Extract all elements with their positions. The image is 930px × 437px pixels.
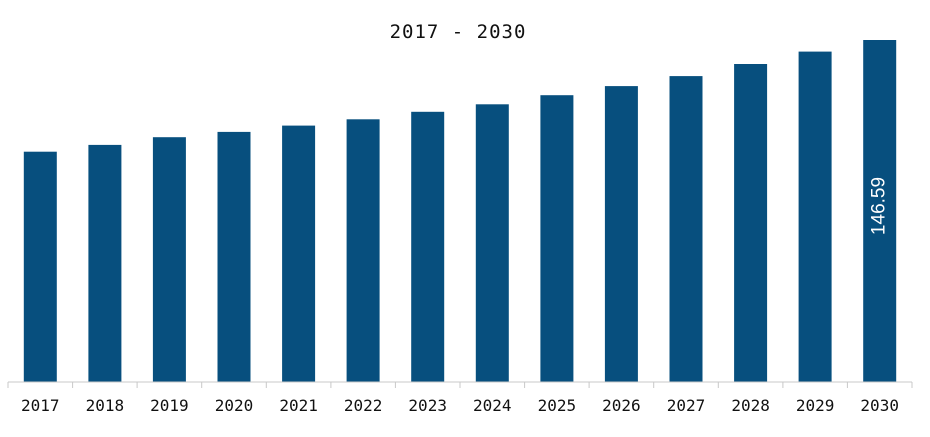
bar-2027 — [669, 76, 703, 382]
bar-2026 — [604, 86, 638, 382]
bar-2030 — [863, 40, 897, 382]
bar-2021 — [282, 125, 316, 382]
chart-title: 2017 - 2030 — [390, 21, 527, 43]
bar-2018 — [88, 144, 122, 382]
x-tick-label-2029: 2029 — [796, 396, 835, 415]
bar-2029 — [798, 51, 832, 382]
x-tick-labels: 2017 2018 2019 2020 2021 2022 2023 2024 2025 2026… — [21, 396, 899, 415]
bar-2017 — [23, 151, 57, 382]
x-tick-label-2021: 2021 — [279, 396, 318, 415]
data-labels: 146.59 — [869, 177, 890, 235]
bars-group — [23, 40, 897, 383]
x-tick-label-2024: 2024 — [473, 396, 512, 415]
x-tick-label-2023: 2023 — [408, 396, 447, 415]
x-tick-label-2018: 2018 — [86, 396, 125, 415]
x-tick-label-2017: 2017 — [21, 396, 60, 415]
x-tick-label-2026: 2026 — [602, 396, 641, 415]
x-tick-label-2028: 2028 — [731, 396, 770, 415]
bar-2023 — [411, 111, 445, 383]
x-tick-label-2020: 2020 — [215, 396, 254, 415]
bar-2022 — [346, 119, 380, 383]
bar-2020 — [217, 131, 251, 382]
data-label-2030: 146.59 — [869, 177, 890, 235]
x-tick-label-2030: 2030 — [860, 396, 899, 415]
x-tick-label-2022: 2022 — [344, 396, 383, 415]
x-tick-label-2019: 2019 — [150, 396, 189, 415]
x-tick-label-2025: 2025 — [538, 396, 577, 415]
x-tick-marks — [7, 382, 913, 388]
bar-2024 — [475, 104, 509, 383]
x-tick-label-2027: 2027 — [667, 396, 706, 415]
bar-2019 — [152, 137, 186, 382]
bar-2028 — [734, 64, 768, 382]
bar-2025 — [540, 95, 574, 382]
